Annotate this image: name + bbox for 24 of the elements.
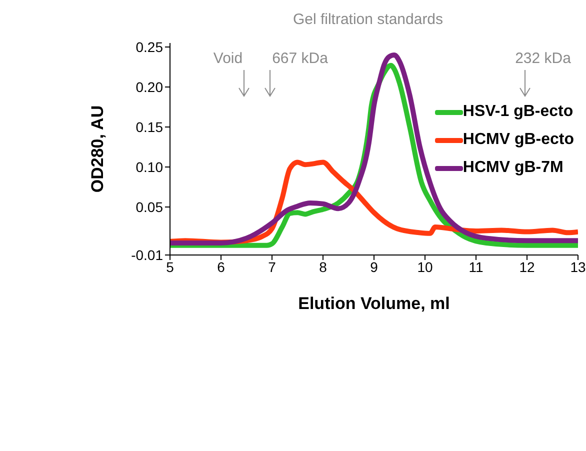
x-tick-label: 11 xyxy=(468,258,484,275)
annotation: 232 kDa xyxy=(515,50,572,67)
y-tick-label: 0.05 xyxy=(136,198,164,215)
x-tick-label: 6 xyxy=(217,258,226,275)
annotation: 667 kDa xyxy=(272,50,329,67)
legend-label: HCMV gB-7M xyxy=(462,159,564,177)
x-tick-label: 7 xyxy=(268,258,276,275)
x-tick-label: 8 xyxy=(319,258,328,275)
legend-label: HCMV gB-ecto xyxy=(462,131,574,149)
y-tick-label: 0.25 xyxy=(136,38,164,55)
y-tick-label: 0.15 xyxy=(136,118,164,135)
x-tick-label: 10 xyxy=(417,258,433,275)
y-tick-label: -0.01 xyxy=(131,246,164,263)
annotation: Void xyxy=(213,50,243,67)
text: Gel filtration standards xyxy=(292,11,444,28)
y-tick-label: 0.10 xyxy=(136,158,164,175)
x-axis-title: Elution Volume, ml xyxy=(298,294,450,313)
x-tick-label: 13 xyxy=(570,258,586,275)
legend-label: HSV-1 gB-ecto xyxy=(462,103,574,121)
x-tick-label: 5 xyxy=(166,258,174,275)
x-tick-label: 12 xyxy=(519,258,535,275)
y-tick-label: 0.20 xyxy=(136,78,164,95)
x-tick-label: 9 xyxy=(370,258,378,275)
y-axis-title: OD280, AU xyxy=(88,105,108,193)
